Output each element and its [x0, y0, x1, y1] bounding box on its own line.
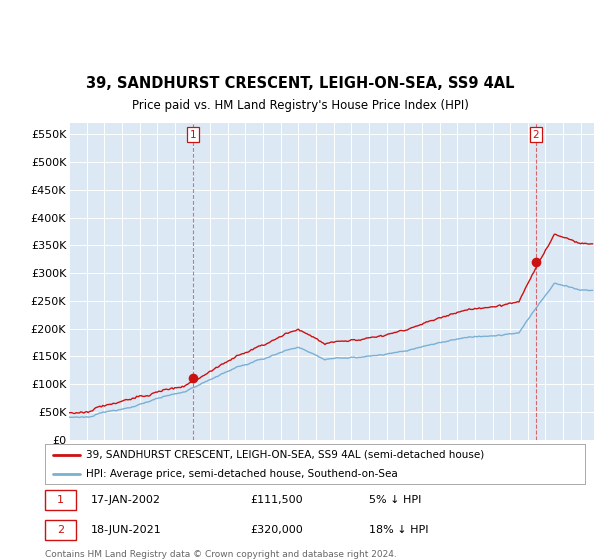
Text: 1: 1 — [57, 496, 64, 506]
Text: Contains HM Land Registry data © Crown copyright and database right 2024.
This d: Contains HM Land Registry data © Crown c… — [45, 550, 397, 560]
Text: 39, SANDHURST CRESCENT, LEIGH-ON-SEA, SS9 4AL (semi-detached house): 39, SANDHURST CRESCENT, LEIGH-ON-SEA, SS… — [86, 450, 484, 460]
Text: 2: 2 — [57, 525, 64, 535]
Text: 39, SANDHURST CRESCENT, LEIGH-ON-SEA, SS9 4AL: 39, SANDHURST CRESCENT, LEIGH-ON-SEA, SS… — [86, 76, 514, 91]
Text: 17-JAN-2002: 17-JAN-2002 — [91, 496, 161, 506]
FancyBboxPatch shape — [45, 491, 76, 511]
Text: 5% ↓ HPI: 5% ↓ HPI — [369, 496, 421, 506]
Text: 18-JUN-2021: 18-JUN-2021 — [91, 525, 161, 535]
Text: £111,500: £111,500 — [250, 496, 303, 506]
FancyBboxPatch shape — [45, 520, 76, 540]
Text: £320,000: £320,000 — [250, 525, 303, 535]
Text: 18% ↓ HPI: 18% ↓ HPI — [369, 525, 428, 535]
Text: HPI: Average price, semi-detached house, Southend-on-Sea: HPI: Average price, semi-detached house,… — [86, 469, 397, 478]
Text: 2: 2 — [533, 130, 539, 140]
Text: Price paid vs. HM Land Registry's House Price Index (HPI): Price paid vs. HM Land Registry's House … — [131, 99, 469, 112]
Text: 1: 1 — [190, 130, 197, 140]
